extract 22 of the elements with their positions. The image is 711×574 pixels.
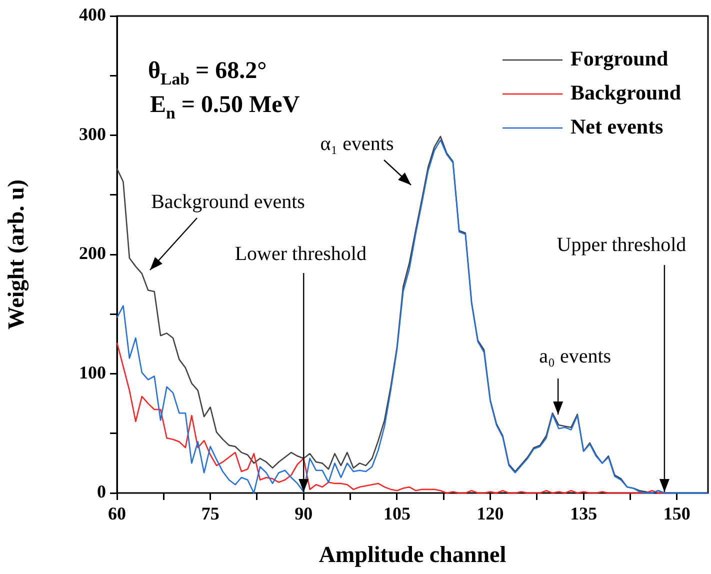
annotation: Background events <box>151 191 306 213</box>
y-tick-label: 400 <box>79 4 106 25</box>
y-axis-title: Weight (arb. u) <box>4 179 30 330</box>
y-tick-label: 100 <box>79 362 106 382</box>
legend-label: Background <box>570 80 682 104</box>
y-tick-label: 200 <box>79 243 106 264</box>
legend-label: Forground <box>570 46 668 70</box>
annotation: Lower threshold <box>234 243 366 265</box>
x-tick-label: 75 <box>201 503 220 524</box>
annotation: Upper threshold <box>556 234 686 256</box>
x-tick-label: 60 <box>108 503 126 524</box>
x-tick-label: 120 <box>476 503 504 524</box>
legend-label: Net events <box>570 114 664 138</box>
annotation: a₀ events <box>539 345 612 368</box>
y-tick-label: 0 <box>97 482 106 502</box>
x-axis-title: Amplitude channel <box>318 542 506 568</box>
x-tick-label: 105 <box>383 503 410 524</box>
x-tick-label: 150 <box>663 503 690 524</box>
x-tick-label: 90 <box>294 503 313 524</box>
annotation: α₁ events <box>320 133 394 155</box>
x-tick-label: 135 <box>570 503 598 524</box>
y-tick-label: 300 <box>79 124 106 144</box>
